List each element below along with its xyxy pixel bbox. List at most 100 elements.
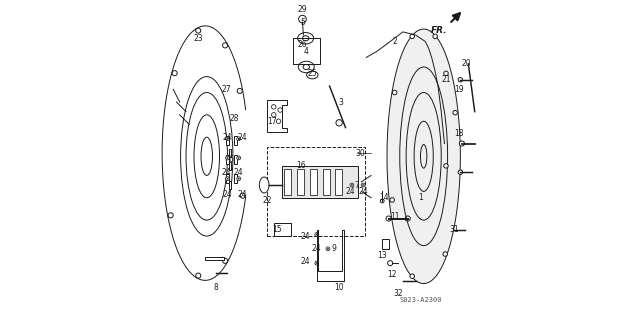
Text: 8: 8	[214, 283, 219, 292]
Bar	[229, 162, 231, 170]
Circle shape	[444, 71, 448, 76]
Circle shape	[227, 157, 228, 159]
Text: 15: 15	[272, 225, 282, 234]
Circle shape	[227, 178, 228, 179]
Text: 5: 5	[300, 18, 305, 27]
Circle shape	[225, 177, 229, 181]
Text: 25: 25	[307, 69, 317, 78]
Text: 24: 24	[223, 190, 232, 199]
Circle shape	[227, 138, 228, 139]
Circle shape	[350, 183, 354, 187]
Text: 24: 24	[223, 133, 232, 142]
Circle shape	[225, 137, 229, 141]
Text: 2: 2	[392, 37, 397, 46]
Text: 13: 13	[378, 251, 387, 260]
Text: 24: 24	[221, 168, 230, 177]
Circle shape	[316, 263, 317, 264]
Circle shape	[458, 78, 463, 82]
Circle shape	[315, 233, 319, 236]
Circle shape	[237, 177, 241, 181]
Text: 16: 16	[296, 161, 306, 170]
Text: 11: 11	[390, 212, 400, 221]
Circle shape	[443, 252, 447, 256]
Circle shape	[238, 138, 239, 139]
Text: 32: 32	[394, 289, 403, 298]
Text: 29: 29	[298, 5, 307, 14]
Text: 24: 24	[237, 190, 246, 199]
Bar	[226, 136, 229, 145]
Bar	[234, 155, 237, 164]
Circle shape	[336, 120, 342, 126]
Circle shape	[380, 199, 384, 203]
Bar	[323, 169, 330, 195]
Circle shape	[460, 141, 465, 146]
Text: 10: 10	[334, 283, 344, 292]
Bar	[284, 169, 291, 195]
Text: 4: 4	[303, 47, 308, 56]
Circle shape	[361, 183, 365, 187]
Bar	[310, 169, 317, 195]
Text: 23: 23	[194, 34, 204, 43]
Text: 24: 24	[301, 232, 310, 241]
Text: 20: 20	[462, 59, 472, 68]
Bar	[226, 155, 229, 164]
Bar	[274, 223, 291, 236]
Text: 9: 9	[332, 244, 337, 253]
Text: 19: 19	[454, 85, 463, 94]
Polygon shape	[282, 166, 358, 198]
Text: 24: 24	[234, 168, 243, 177]
Text: 6: 6	[228, 155, 233, 164]
Bar	[205, 257, 224, 260]
Text: 21: 21	[441, 75, 451, 84]
Bar	[229, 181, 231, 189]
Circle shape	[433, 34, 437, 39]
Circle shape	[392, 90, 397, 95]
Text: S023-A2300: S023-A2300	[399, 297, 442, 303]
Circle shape	[316, 234, 317, 235]
Text: 1: 1	[418, 193, 423, 202]
Circle shape	[458, 170, 463, 174]
Circle shape	[237, 137, 241, 141]
Circle shape	[327, 248, 328, 249]
Bar	[297, 169, 304, 195]
Text: 28: 28	[229, 114, 239, 122]
Bar	[234, 174, 237, 183]
Text: 18: 18	[454, 130, 463, 138]
Text: 3: 3	[339, 98, 343, 107]
Circle shape	[388, 261, 393, 266]
Circle shape	[351, 184, 353, 186]
Circle shape	[444, 164, 448, 168]
Bar	[335, 169, 342, 195]
Circle shape	[410, 274, 415, 278]
Text: 17: 17	[268, 117, 277, 126]
Ellipse shape	[259, 177, 269, 193]
Text: 24: 24	[346, 187, 355, 196]
Bar	[234, 136, 237, 145]
Circle shape	[238, 157, 239, 159]
Text: 24: 24	[358, 187, 368, 196]
Text: 22: 22	[262, 197, 272, 205]
Circle shape	[362, 184, 364, 186]
Text: 26: 26	[298, 40, 307, 49]
Circle shape	[299, 15, 307, 23]
Circle shape	[225, 156, 229, 160]
Circle shape	[238, 178, 239, 179]
Text: 30: 30	[355, 149, 365, 158]
Circle shape	[237, 156, 241, 160]
Text: 14: 14	[379, 193, 388, 202]
Text: 31: 31	[449, 225, 459, 234]
Bar	[268, 147, 365, 236]
Text: 7: 7	[355, 181, 359, 189]
Polygon shape	[387, 29, 460, 284]
Bar	[382, 239, 388, 249]
Text: 24: 24	[312, 244, 322, 253]
Circle shape	[326, 247, 330, 251]
Polygon shape	[268, 100, 287, 132]
Bar	[229, 149, 231, 157]
Text: FR.: FR.	[431, 26, 447, 34]
Bar	[226, 174, 229, 183]
Text: 24: 24	[237, 133, 246, 142]
Circle shape	[390, 198, 394, 202]
Text: 12: 12	[387, 270, 397, 279]
Circle shape	[453, 110, 458, 115]
